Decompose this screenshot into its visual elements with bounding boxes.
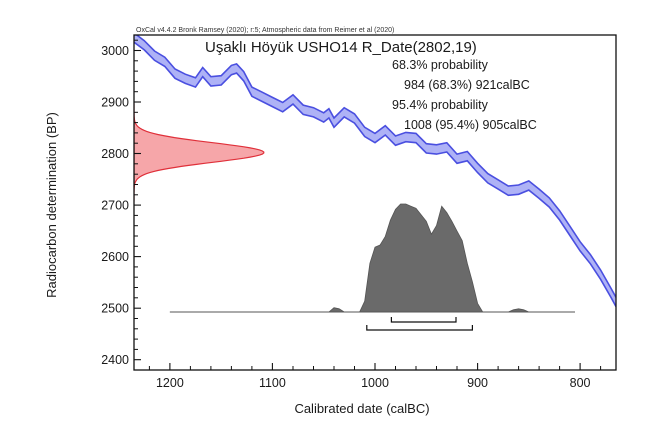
- x-tick-label-1200: 1200: [156, 376, 184, 390]
- y-tick-label-2500: 2500: [101, 302, 129, 316]
- y-tick-label-2700: 2700: [101, 199, 129, 213]
- x-tick-label-900: 900: [467, 376, 488, 390]
- y-tick-label-2900: 2900: [101, 96, 129, 110]
- x-axis-label: Calibrated date (calBC): [294, 401, 429, 416]
- y-tick-label-2800: 2800: [101, 147, 129, 161]
- x-tick-label-1000: 1000: [361, 376, 389, 390]
- annotation-68-range: 984 (68.3%) 921calBC: [404, 78, 530, 92]
- range-bracket-95.4pct: [366, 325, 473, 331]
- chart-title: Uşaklı Höyük USHO14 R_Date(2802,19): [205, 39, 477, 56]
- axes-layer: 1200 1100 1000 900 800 2400 2500 2600 2700 2800 29…: [101, 39, 602, 390]
- chart-credit: OxCal v4.4.2 Bronk Ramsey (2020); r:5; A…: [136, 27, 394, 34]
- annotation-68-heading: 68.3% probability: [392, 58, 489, 72]
- x-tick-label-800: 800: [570, 376, 591, 390]
- annotation-95-range: 1008 (95.4%) 905calBC: [404, 118, 537, 132]
- calibrated-date-distribution: [169, 203, 575, 313]
- calibration-band-lower: [134, 41, 616, 307]
- range-bracket-68.3pct: [390, 317, 457, 323]
- calibration-band-upper: [135, 35, 616, 298]
- y-tick-label-2400: 2400: [101, 353, 129, 367]
- annotation-95-heading: 95.4% probability: [392, 98, 489, 112]
- x-tick-label-1100: 1100: [259, 376, 286, 390]
- y-axis-label: Radiocarbon determination (BP): [44, 112, 59, 298]
- y-tick-label-2600: 2600: [101, 250, 129, 264]
- y-tick-label-3000: 3000: [101, 44, 129, 58]
